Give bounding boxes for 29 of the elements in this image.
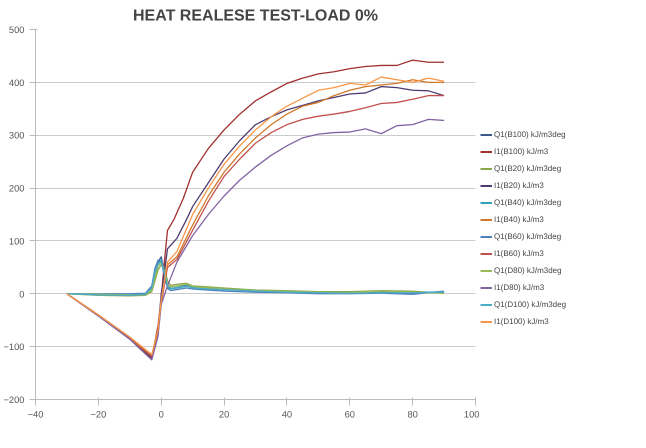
x-tick-label: 20 bbox=[218, 410, 230, 420]
y-tick-label: 500 bbox=[8, 25, 25, 35]
x-tick-label: −40 bbox=[28, 410, 44, 420]
y-tick-label: 300 bbox=[8, 130, 25, 141]
x-tick-label: 80 bbox=[407, 410, 418, 420]
legend-label: I1(D100) kJ/m3 bbox=[494, 317, 549, 326]
chart-title: HEAT REALESE TEST-LOAD 0% bbox=[132, 8, 378, 24]
legend-label: I1(B60) kJ/m3 bbox=[494, 249, 544, 258]
legend-label: Q1(B100) kJ/m3deg bbox=[494, 130, 566, 139]
y-tick-label: 100 bbox=[8, 236, 25, 246]
y-tick-label: 0 bbox=[19, 289, 25, 300]
x-tick-label: 100 bbox=[464, 410, 480, 420]
legend-label: I1(D80) kJ/m3 bbox=[494, 283, 544, 292]
legend-label: I1(B20) kJ/m3 bbox=[494, 181, 544, 190]
legend-label: Q1(B20) kJ/m3deg bbox=[494, 164, 562, 173]
legend-label: Q1(D100) kJ/m3deg bbox=[494, 300, 566, 309]
legend-label: I1(B100) kJ/m3 bbox=[494, 147, 548, 156]
x-tick-label: 40 bbox=[282, 410, 292, 420]
x-tick-label: 0 bbox=[158, 410, 164, 420]
legend-label: I1(B40) kJ/m3 bbox=[494, 215, 544, 224]
y-tick-label: 400 bbox=[8, 78, 25, 88]
legend-label: Q1(B40) kJ/m3deg bbox=[494, 198, 562, 207]
y-tick-label: −100 bbox=[3, 342, 25, 352]
legend-label: Q1(B60) kJ/m3deg bbox=[494, 232, 562, 241]
legend-label: Q1(D80) kJ/m3deg bbox=[494, 266, 562, 275]
y-tick-label: 200 bbox=[8, 184, 25, 194]
y-tick-label: −200 bbox=[3, 395, 25, 405]
x-tick-label: −20 bbox=[90, 410, 106, 420]
x-tick-label: 60 bbox=[344, 410, 355, 420]
